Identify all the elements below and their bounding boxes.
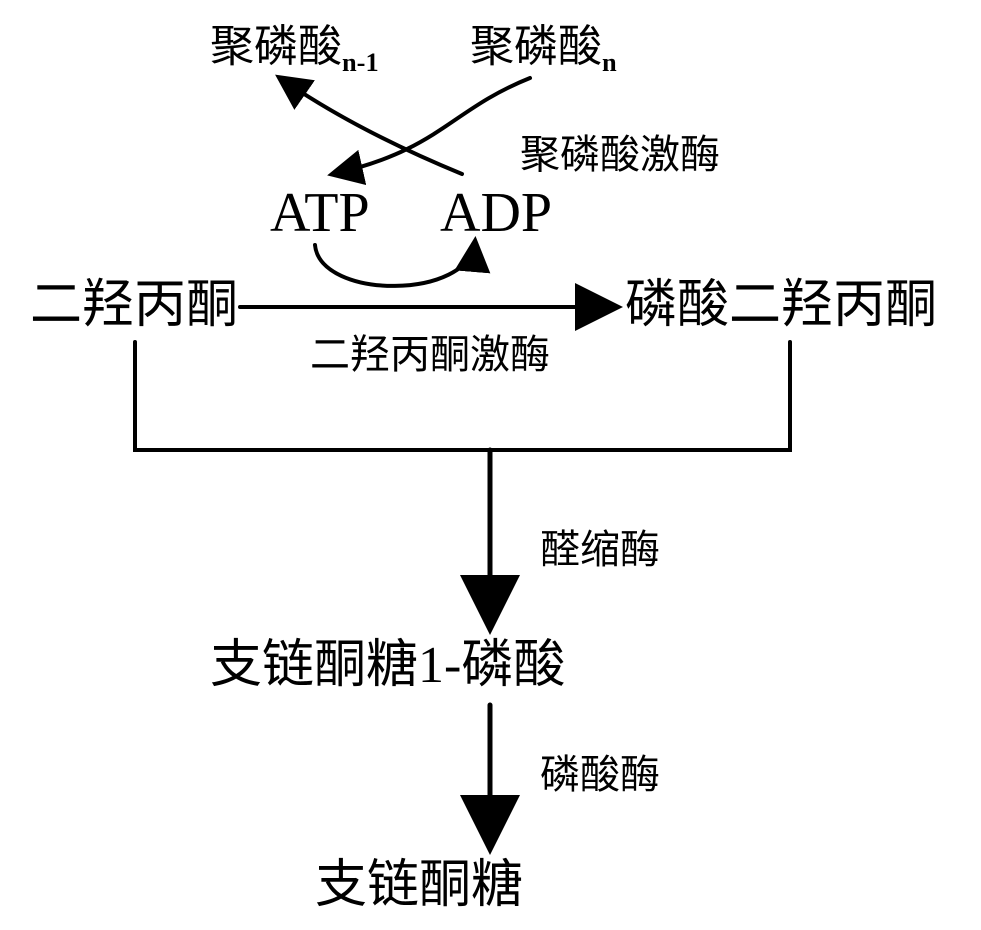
- label-adp: ADP: [440, 185, 552, 241]
- label-dha: 二羟丙酮: [30, 280, 238, 332]
- label-polyp-n: 聚磷酸n: [470, 25, 617, 75]
- diagram-svg: [0, 0, 981, 930]
- diagram-stage: 聚磷酸n-1 聚磷酸n 聚磷酸激酶 ATP ADP 二羟丙酮 二羟丙酮激酶 磷酸…: [0, 0, 981, 930]
- label-polyp-n-1: 聚磷酸n-1: [210, 25, 379, 75]
- label-aldolase: 醛缩酶: [540, 530, 660, 570]
- label-polyp-kinase: 聚磷酸激酶: [520, 135, 720, 175]
- label-dha-kinase: 二羟丙酮激酶: [310, 335, 550, 375]
- label-dhap: 磷酸二羟丙酮: [625, 280, 937, 332]
- label-bk: 支链酮糖: [315, 860, 523, 912]
- label-atp: ATP: [270, 185, 370, 241]
- label-phosphatase: 磷酸酶: [540, 755, 660, 795]
- label-bk1p: 支链酮糖1-磷酸: [210, 640, 565, 692]
